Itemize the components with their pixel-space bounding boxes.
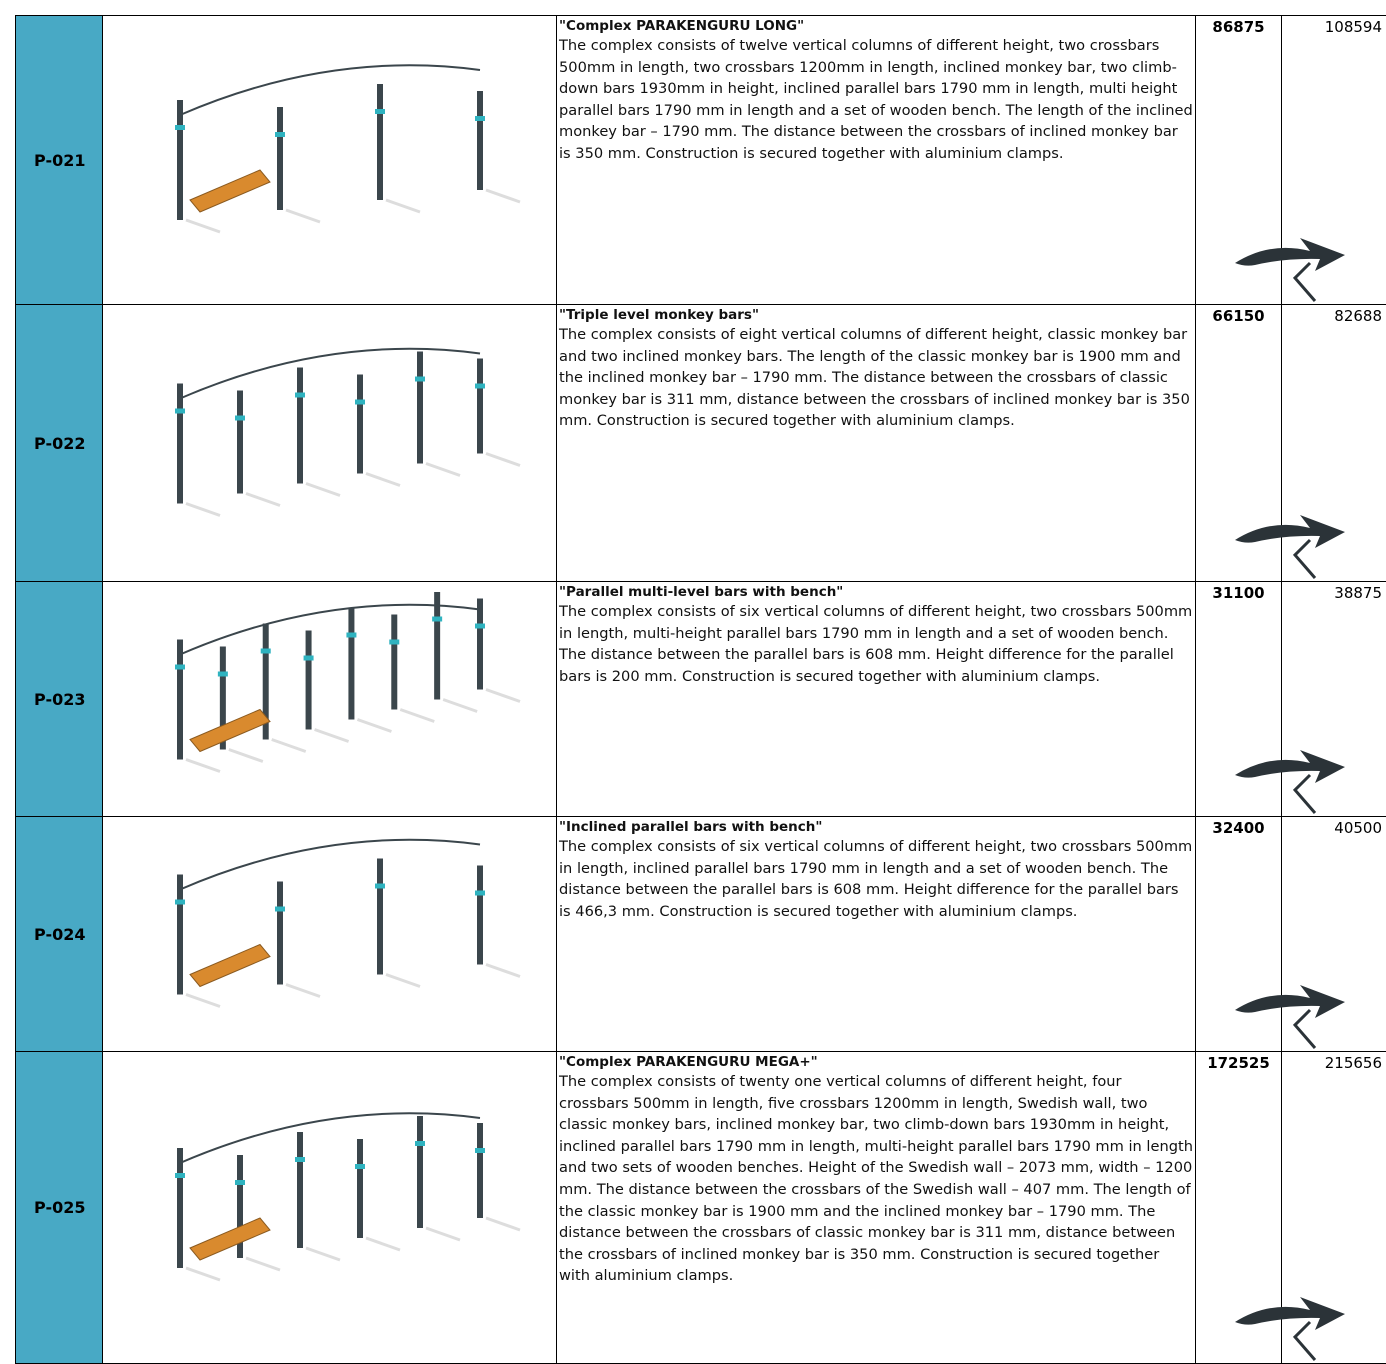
product-description: The complex consists of twenty one verti… [559, 1073, 1193, 1285]
price: 172525 [1207, 1054, 1270, 1072]
brand-logo [1235, 985, 1345, 1049]
description-cell: "Parallel multi-level bars with bench" Th… [557, 582, 1196, 817]
product-image [175, 347, 521, 517]
product-image [175, 1112, 521, 1282]
description-cell: "Complex PARAKENGURU LONG" The complex co… [557, 15, 1196, 305]
code-text: P-024 [34, 924, 86, 944]
product-description: The complex consists of eight vertical c… [559, 326, 1190, 430]
product-description: The complex consists of six vertical col… [559, 838, 1193, 920]
code-text: P-025 [34, 1198, 86, 1217]
price: 32400 [1212, 819, 1265, 837]
price-gross: 82688 [1334, 307, 1382, 325]
price-gross-cell: 38875 [1282, 582, 1386, 817]
price: 66150 [1212, 307, 1265, 325]
product-code: P-025 [15, 1052, 103, 1364]
brand-logo [1235, 1297, 1345, 1361]
product-code: P-024 [15, 817, 103, 1052]
product-title: "Inclined parallel bars with bench" [559, 819, 823, 835]
brand-logo [1235, 238, 1345, 302]
price-gross-cell: 108594 [1282, 15, 1386, 305]
price-gross: 38875 [1334, 584, 1382, 602]
code-text: P-022 [34, 433, 86, 453]
price-cell: 66150 [1196, 305, 1282, 582]
product-code: P-023 [15, 582, 103, 817]
product-description: The complex consists of six vertical col… [559, 603, 1193, 685]
product-description: The complex consists of twelve vertical … [559, 37, 1193, 162]
price-gross: 40500 [1334, 819, 1382, 837]
price-gross-cell: 40500 [1282, 817, 1386, 1052]
image-cell [103, 305, 557, 582]
brand-logo [1235, 750, 1345, 814]
product-image [175, 64, 521, 234]
product-image [175, 592, 521, 773]
price-gross: 108594 [1324, 18, 1382, 36]
price-cell: 31100 [1196, 582, 1282, 817]
description-cell: "Triple level monkey bars" The complex co… [557, 305, 1196, 582]
product-title: "Triple level monkey bars" [559, 307, 759, 323]
code-text: P-021 [34, 150, 86, 170]
price-cell: 86875 [1196, 15, 1282, 305]
description-cell: "Inclined parallel bars with bench" The c… [557, 817, 1196, 1052]
image-cell [103, 15, 557, 305]
product-image [175, 838, 521, 1008]
product-title: "Parallel multi-level bars with bench" [559, 584, 844, 600]
image-cell [103, 582, 557, 817]
price: 86875 [1212, 18, 1265, 36]
description-cell: "Complex PARAKENGURU MEGA+" The complex c… [557, 1052, 1196, 1364]
image-cell [103, 817, 557, 1052]
brand-logo [1235, 515, 1345, 579]
product-code: P-021 [15, 15, 103, 305]
price-gross-cell: 82688 [1282, 305, 1386, 582]
product-title: "Complex PARAKENGURU MEGA+" [559, 1054, 818, 1070]
product-code: P-022 [15, 305, 103, 582]
code-text: P-023 [34, 689, 86, 709]
product-title: "Complex PARAKENGURU LONG" [559, 18, 805, 34]
price-cell: 32400 [1196, 817, 1282, 1052]
price: 31100 [1212, 584, 1265, 602]
price-gross: 215656 [1324, 1054, 1382, 1072]
